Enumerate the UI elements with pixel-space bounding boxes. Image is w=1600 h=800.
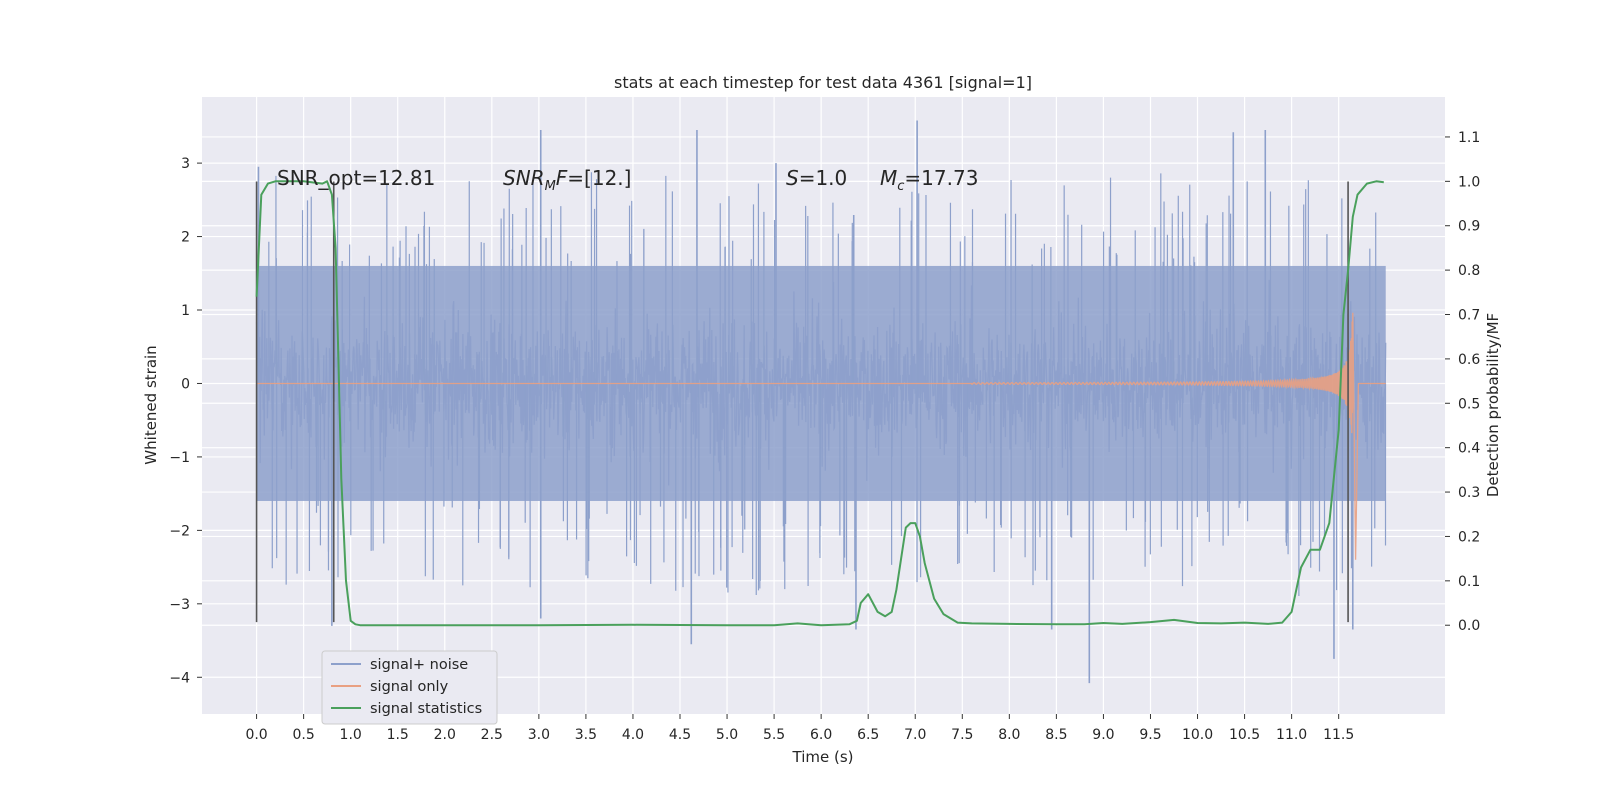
annotation-s: S=1.0 xyxy=(786,166,847,190)
y-right-tick-label: 0.9 xyxy=(1458,219,1480,235)
x-tick-label: 8.5 xyxy=(1045,727,1067,743)
x-tick-label: 11.5 xyxy=(1323,727,1354,743)
y-right-tick-label: 0.3 xyxy=(1458,485,1480,501)
x-tick-label: 1.0 xyxy=(340,727,362,743)
y-right-tick-label: 0.5 xyxy=(1458,396,1480,412)
annotation-mc: Mc=17.73 xyxy=(880,166,978,194)
signal-statistics-line xyxy=(255,180,1384,627)
x-tick-label: 2.0 xyxy=(434,727,456,743)
x-tick-label: 5.0 xyxy=(716,727,738,743)
y-right-tick-label: 0.7 xyxy=(1458,308,1480,324)
x-tick-label: 11.0 xyxy=(1276,727,1307,743)
x-tick-label: 6.0 xyxy=(810,727,832,743)
y-left-tick-labels: 3 2 1 0 −1 −2 −3 −4 xyxy=(169,156,202,686)
legend-label-signal-statistics: signal statistics xyxy=(370,701,482,717)
x-tick-label: 10.5 xyxy=(1229,727,1260,743)
series-signal-statistics xyxy=(255,180,1384,627)
x-tick-label: 9.0 xyxy=(1092,727,1114,743)
x-tick-label: 6.5 xyxy=(857,727,879,743)
y-right-axis-label: Detection probability/MF xyxy=(1484,313,1502,497)
legend-label-signal-noise: signal+ noise xyxy=(370,657,468,673)
x-tick-label: 8.0 xyxy=(998,727,1020,743)
x-tick-label: 9.5 xyxy=(1139,727,1161,743)
series-signal-only xyxy=(256,312,1386,560)
x-tick-label: 7.5 xyxy=(951,727,973,743)
x-tick-label: 1.5 xyxy=(387,727,409,743)
x-tick-label: 7.0 xyxy=(904,727,926,743)
y-left-tick-label: −2 xyxy=(169,523,190,539)
x-tick-label: 3.5 xyxy=(575,727,597,743)
legend-box xyxy=(321,650,498,725)
y-left-tick-label: −1 xyxy=(169,450,190,466)
y-right-tick-labels: 1.1 1.0 0.9 0.8 0.7 0.6 0.5 0.4 0.3 0.2 0.1 0.0 xyxy=(1445,130,1480,634)
annotations: SNR_opt=12.81 SNRMF=[12.] S=1.0 Mc=17.73 xyxy=(277,166,978,194)
x-tick-label: 10.0 xyxy=(1182,727,1213,743)
x-axis-label: Time (s) xyxy=(792,748,854,766)
y-left-tick-label: 0 xyxy=(181,376,190,392)
y-right-tick-label: 1.0 xyxy=(1458,174,1480,190)
y-left-tick-label: −3 xyxy=(169,597,190,613)
vertical-markers xyxy=(255,181,1349,623)
x-tick-label: 0.5 xyxy=(292,727,314,743)
x-tick-label: 2.5 xyxy=(481,727,503,743)
y-right-tick-label: 0.4 xyxy=(1458,441,1480,457)
y-left-tick-label: −4 xyxy=(169,670,190,686)
y-right-tick-label: 1.1 xyxy=(1458,130,1480,146)
y-left-tick-label: 2 xyxy=(181,230,190,246)
y-right-tick-label: 0.6 xyxy=(1458,352,1480,368)
annotation-snr-opt: SNR_opt=12.81 xyxy=(277,166,435,190)
x-tick-label: 3.0 xyxy=(528,727,550,743)
x-tick-label: 5.5 xyxy=(763,727,785,743)
y-right-tick-label: 0.8 xyxy=(1458,263,1480,279)
y-left-axis-label: Whitened strain xyxy=(142,345,160,464)
y-left-tick-label: 3 xyxy=(181,156,190,172)
y-left-tick-label: 1 xyxy=(181,303,190,319)
y-right-tick-label: 0.1 xyxy=(1458,574,1480,590)
x-tick-label: 4.5 xyxy=(669,727,691,743)
x-tick-label: 0.0 xyxy=(245,727,267,743)
chart-title: stats at each timestep for test data 436… xyxy=(614,73,1032,92)
annotation-snr-mf: SNRMF=[12.] xyxy=(503,166,631,194)
x-tick-label: 4.0 xyxy=(622,727,644,743)
x-tick-labels: 0.0 0.5 1.0 1.5 2.0 2.5 3.0 3.5 4.0 4.5 5.0 5.5 6.0 6… xyxy=(245,714,1354,743)
y-right-tick-label: 0.2 xyxy=(1458,529,1480,545)
legend: signal+ noise signal only signal statist… xyxy=(321,650,498,725)
y-right-tick-label: 0.0 xyxy=(1458,618,1480,634)
signal-only-line xyxy=(256,312,1386,560)
legend-label-signal-only: signal only xyxy=(370,679,449,695)
